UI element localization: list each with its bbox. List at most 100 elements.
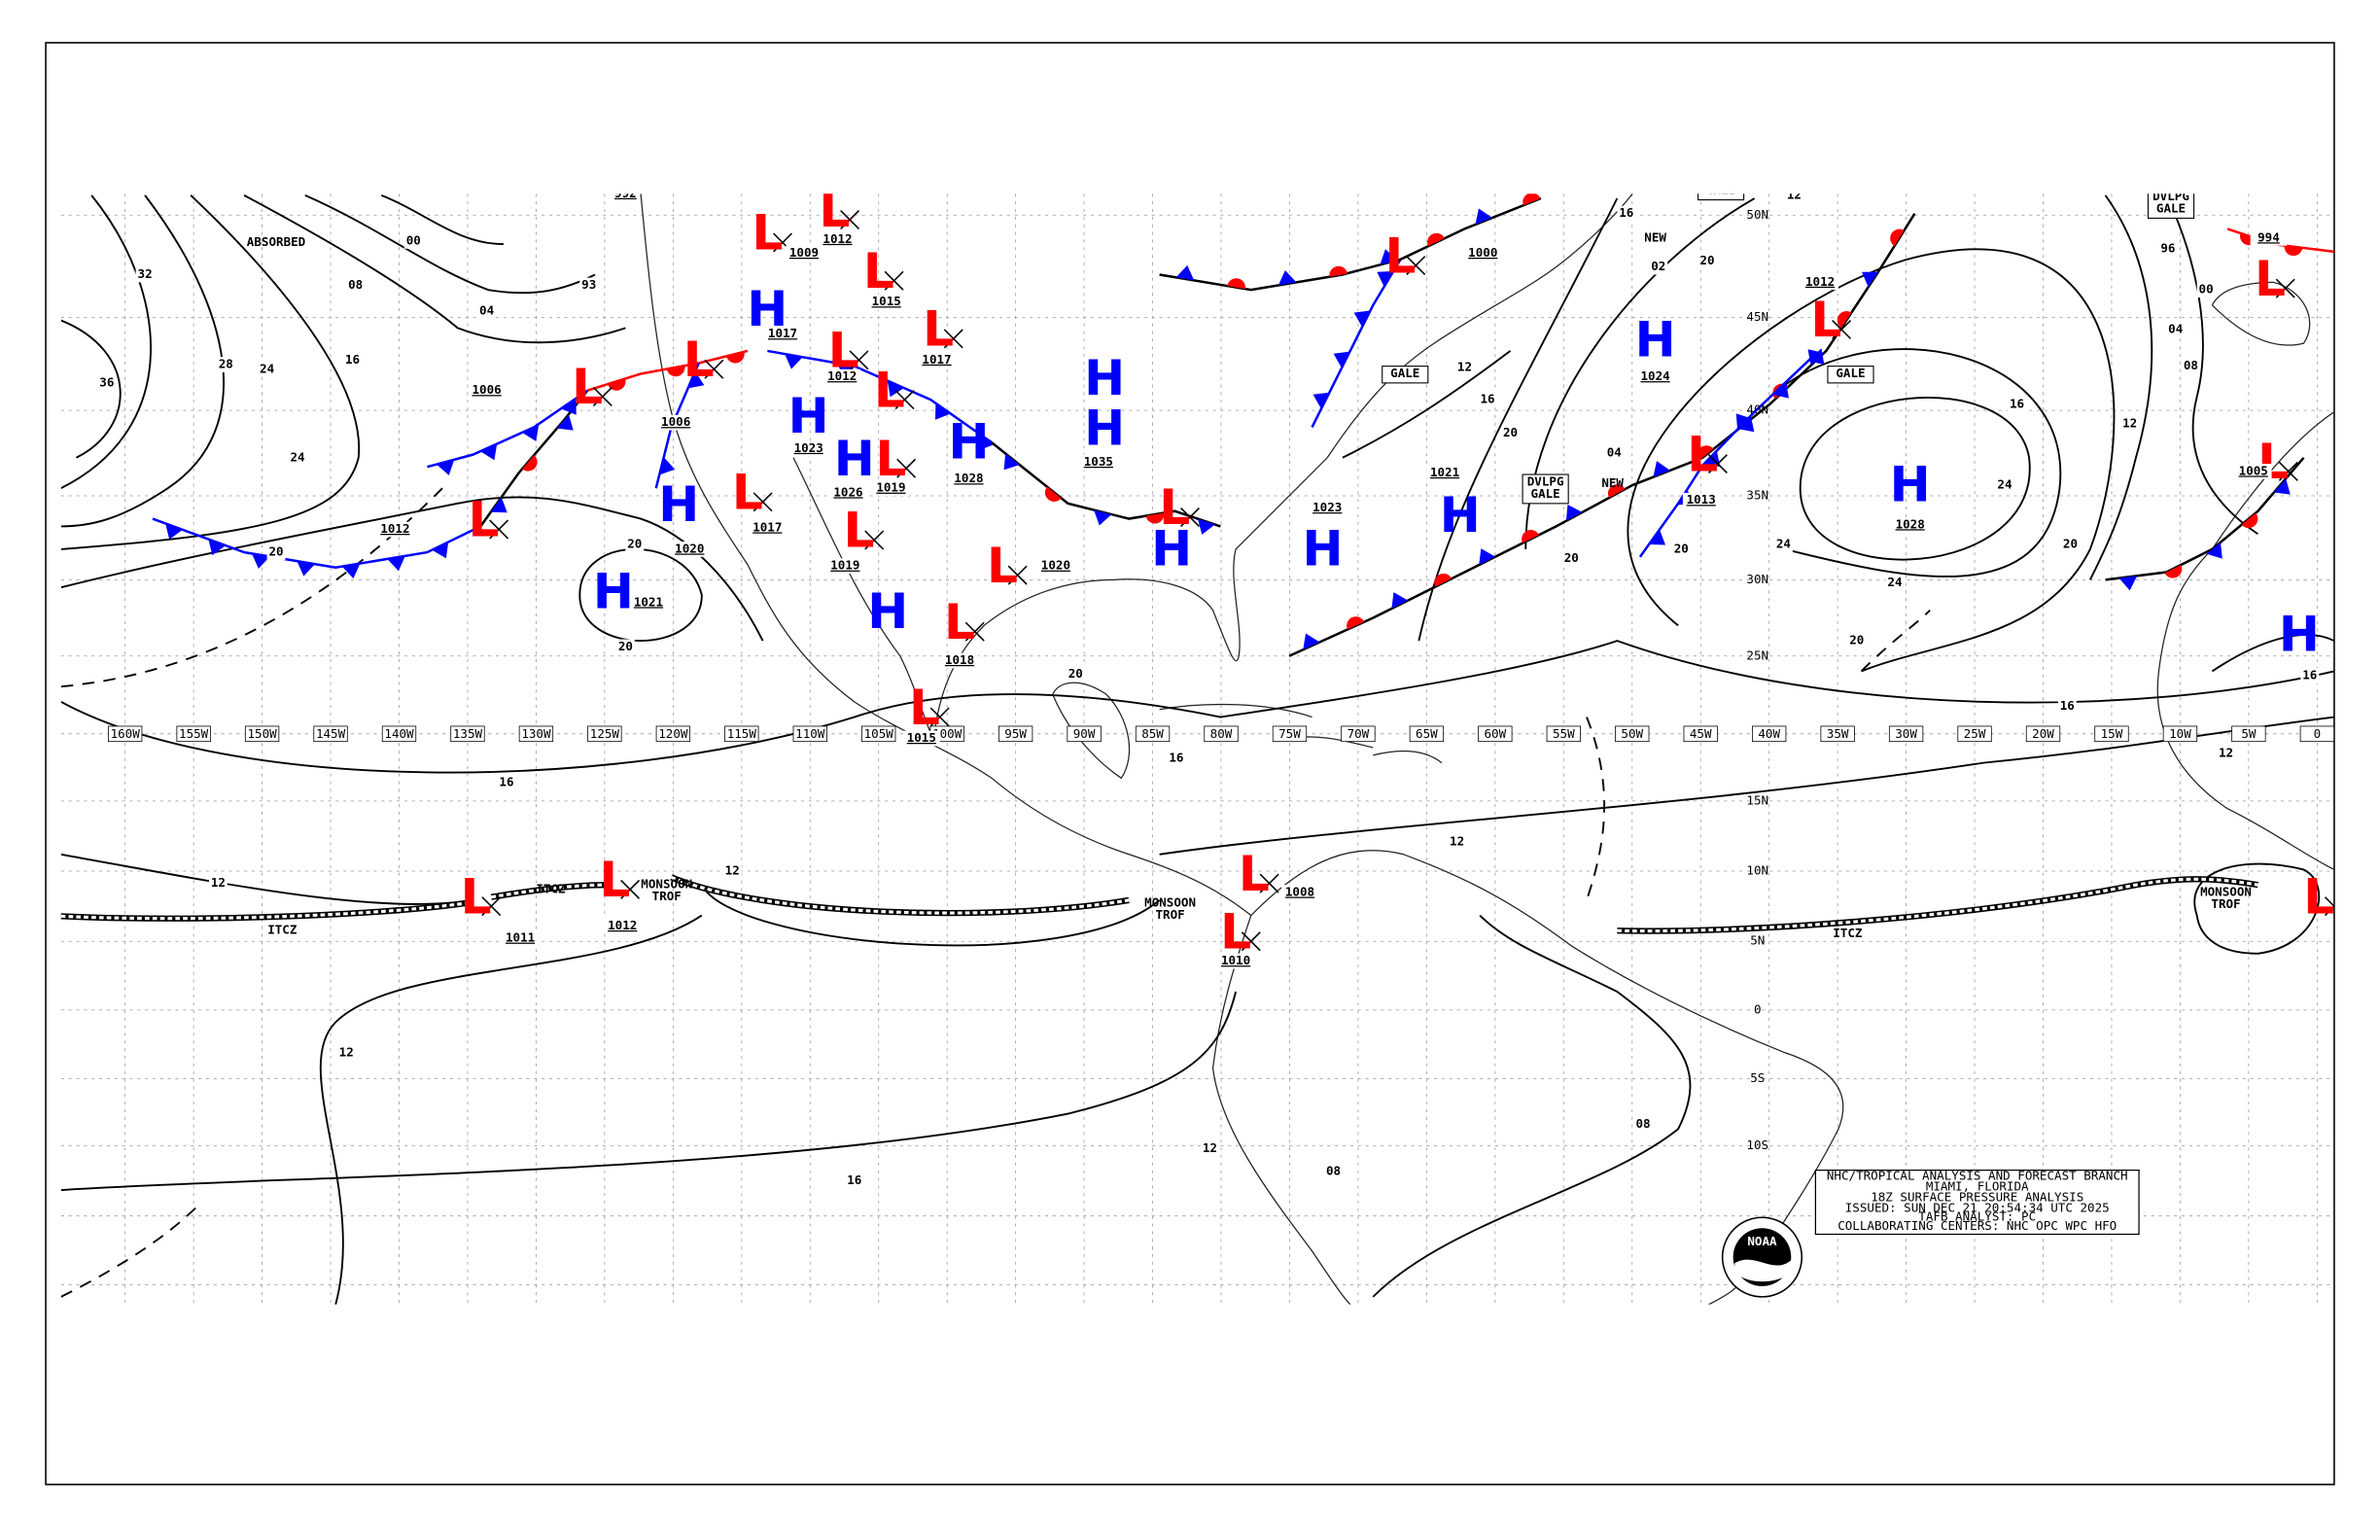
label-backing — [2234, 464, 2272, 479]
high-pressure: 1023 — [794, 440, 823, 455]
high-center: H — [1084, 349, 1125, 406]
cold-front-barb — [1649, 529, 1666, 545]
label-backing — [376, 521, 414, 538]
annotation: ITCZ — [536, 881, 566, 895]
label-backing — [2217, 746, 2235, 762]
low-pressure: 1013 — [1687, 492, 1716, 507]
cold-front — [152, 517, 481, 570]
low-position-mark — [849, 350, 869, 370]
high-center: H — [948, 413, 989, 471]
longitude-label: 30W — [1895, 726, 1917, 741]
label-backing — [477, 303, 496, 319]
longitude-label: 105W — [864, 726, 894, 741]
isobar-label: 20 — [627, 537, 642, 551]
low-pressure: 1017 — [752, 519, 782, 534]
coastline — [2211, 281, 2311, 346]
cold-front-barb — [687, 371, 705, 389]
info-box: NHC/TROPICAL ANALYSIS AND FORECAST BRANC… — [1814, 1168, 2140, 1236]
isobar-label: 00 — [406, 232, 421, 247]
longitude-label-box — [1820, 725, 1855, 743]
longitude-label: 75W — [1278, 726, 1301, 741]
label-backing — [1217, 953, 1254, 969]
label-backing — [2158, 240, 2178, 257]
itcz-core — [670, 875, 1130, 915]
longitude-label: 55W — [1553, 726, 1575, 741]
isobar — [60, 194, 225, 528]
isobar — [701, 884, 1161, 947]
high-pressure: 1035 — [1084, 454, 1113, 469]
low-center: L — [572, 358, 603, 415]
cold-front-barb — [1312, 392, 1330, 409]
high-center: H — [1635, 311, 1676, 368]
low-position-mark — [943, 329, 963, 349]
low-position-mark — [592, 387, 612, 406]
itcz-outline — [1617, 876, 2258, 934]
label-backing — [1066, 666, 1085, 682]
isobar-label: 16 — [345, 352, 360, 367]
low-pressure: 1020 — [1041, 558, 1070, 573]
low-center: L — [461, 867, 492, 925]
warm-front-barb — [726, 351, 745, 364]
isobar-label: 00 — [2199, 282, 2214, 297]
label-backing — [1604, 445, 1624, 461]
cold-front-barb — [934, 402, 951, 420]
isobar-label: 12 — [1203, 1140, 1217, 1155]
label-backing — [1426, 465, 1463, 481]
fronts — [152, 193, 2334, 657]
longitude-label-box — [655, 725, 690, 743]
longitude-label: 20W — [2032, 726, 2054, 741]
latitude-label: 30N — [1746, 572, 1768, 586]
low-center: L — [1810, 291, 1841, 348]
low-center: L — [732, 464, 763, 521]
label-backing — [2061, 537, 2080, 553]
cold-front — [1638, 353, 1817, 558]
low-center: L — [874, 361, 905, 418]
cold-front-barb — [1475, 208, 1492, 226]
label-backing — [266, 544, 286, 560]
warm-front-barb — [666, 366, 685, 377]
longitude-label-box — [724, 725, 759, 743]
label-backing — [1847, 633, 1867, 648]
isobar-label: 12 — [2219, 746, 2233, 760]
isobar-label: 992 — [614, 186, 637, 200]
high-center: H — [834, 430, 875, 487]
low-position-mark — [896, 458, 917, 478]
annotation-box — [1522, 473, 1569, 505]
isobar-label: 12 — [2122, 416, 2137, 431]
low-center: L — [923, 300, 954, 358]
low-center: L — [1385, 227, 1417, 284]
label-backing — [403, 233, 423, 249]
coastline — [932, 193, 1633, 741]
warm-front-barb — [1347, 616, 1365, 630]
label-backing — [789, 440, 827, 457]
longitude-label: 140W — [384, 726, 414, 741]
low-pressure: 1009 — [789, 245, 819, 260]
coastline — [640, 193, 1351, 1305]
longitude-label: 130W — [521, 726, 551, 741]
label-backing — [671, 542, 709, 557]
coastline — [2156, 411, 2334, 871]
isobar-label: 08 — [348, 277, 363, 292]
longitude-label: 5W — [2241, 726, 2257, 741]
low-position-mark — [840, 210, 860, 229]
boxed-annotation: DVLPG — [2152, 189, 2189, 203]
boxed-annotation: DVLPG — [1527, 473, 1564, 488]
longitude-label: 50W — [1621, 726, 1643, 741]
isobar-label: 1023 — [1312, 500, 1342, 514]
latitude-label: 0 — [1754, 1001, 1762, 1016]
cold-front-barb — [1737, 415, 1755, 433]
longitude-label: 125W — [590, 726, 620, 741]
isobar-label: 04 — [1607, 445, 1622, 460]
annotation: TROF — [2211, 896, 2240, 911]
isobar-label: 20 — [1674, 541, 1689, 555]
warm-front-barb — [2241, 512, 2258, 529]
isobar — [2193, 862, 2321, 955]
isobar — [380, 193, 504, 246]
cold-front-barb — [1391, 592, 1409, 610]
low-center: L — [987, 537, 1018, 594]
longitude-label: 45W — [1690, 726, 1712, 741]
label-backing — [1785, 193, 1803, 203]
label-backing — [1478, 392, 1497, 407]
low-pressure: 1012 — [827, 368, 857, 383]
